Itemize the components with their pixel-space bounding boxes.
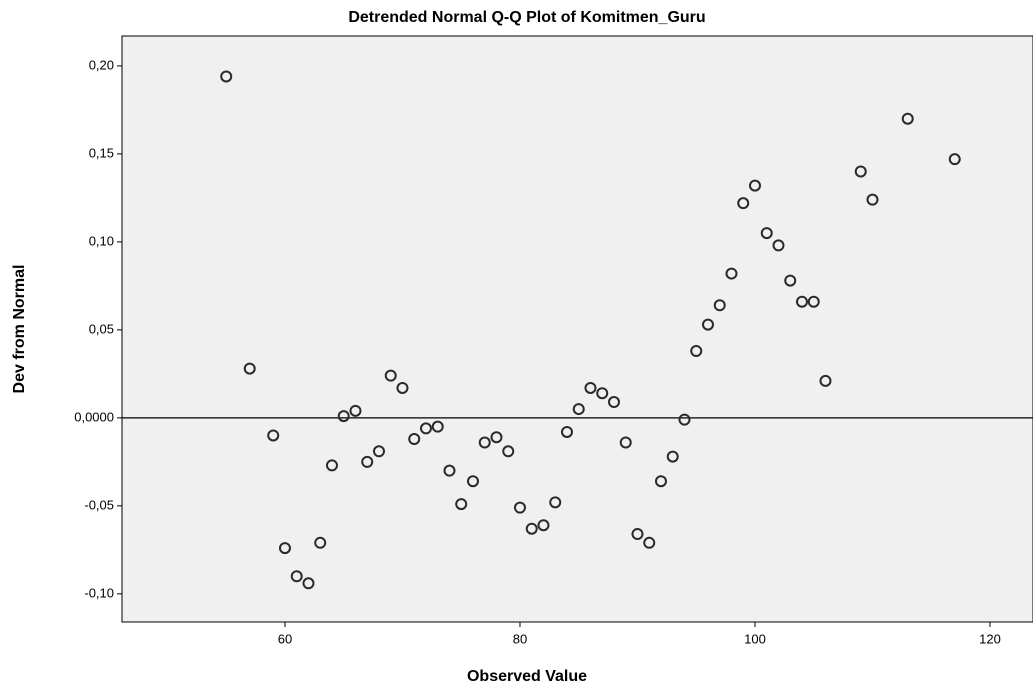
point: [607, 396, 620, 409]
plot-area: [121, 35, 1033, 623]
point: [302, 577, 315, 590]
point: [478, 436, 491, 449]
y-axis-label: Dev from Normal: [11, 265, 28, 394]
point: [419, 422, 432, 435]
x-tick-label: 100: [744, 631, 766, 646]
point: [408, 432, 421, 445]
point: [267, 429, 280, 442]
point: [584, 381, 597, 394]
point: [278, 542, 291, 555]
point: [737, 197, 750, 210]
point: [772, 239, 785, 252]
point: [713, 299, 726, 312]
x-tick-label: 80: [513, 631, 527, 646]
point: [384, 369, 397, 382]
point: [361, 455, 374, 468]
point: [325, 459, 338, 472]
point: [525, 522, 538, 535]
point: [349, 404, 362, 417]
point: [314, 536, 327, 549]
y-tick-label: 0,0000: [74, 409, 114, 424]
point: [502, 445, 515, 458]
point: [537, 519, 550, 532]
point: [678, 413, 691, 426]
point: [654, 475, 667, 488]
point: [596, 387, 609, 400]
point: [666, 450, 679, 463]
point: [560, 425, 573, 438]
point: [795, 295, 808, 308]
x-axis-label: Observed Value: [467, 668, 587, 685]
point: [725, 267, 738, 280]
point: [643, 536, 656, 549]
y-tick-label: 0,15: [89, 145, 114, 160]
point: [854, 165, 867, 178]
point: [760, 227, 773, 240]
point: [690, 344, 703, 357]
point: [396, 381, 409, 394]
point: [490, 431, 503, 444]
y-tick-label: 0,20: [89, 57, 114, 72]
x-tick-label: 60: [278, 631, 292, 646]
chart-title: Detrended Normal Q-Q Plot of Komitmen_Gu…: [348, 9, 705, 26]
point: [748, 179, 761, 192]
x-tick-label: 120: [979, 631, 1001, 646]
point: [819, 374, 832, 387]
point: [807, 295, 820, 308]
point: [701, 318, 714, 331]
point: [901, 112, 914, 125]
point: [866, 193, 879, 206]
point: [220, 70, 233, 83]
point: [455, 498, 468, 511]
point: [431, 420, 444, 433]
y-tick-label: -0,10: [84, 585, 114, 600]
point: [243, 362, 256, 375]
y-tick-label: 0,05: [89, 321, 114, 336]
y-tick-label: 0,10: [89, 233, 114, 248]
point: [619, 436, 632, 449]
point: [443, 464, 456, 477]
point: [549, 496, 562, 509]
point: [513, 501, 526, 514]
point: [466, 475, 479, 488]
point: [372, 445, 385, 458]
point: [337, 410, 350, 423]
point: [631, 528, 644, 541]
point: [572, 403, 585, 416]
point: [784, 274, 797, 287]
point: [948, 153, 961, 166]
point: [290, 570, 303, 583]
y-tick-label: -0,05: [84, 497, 114, 512]
